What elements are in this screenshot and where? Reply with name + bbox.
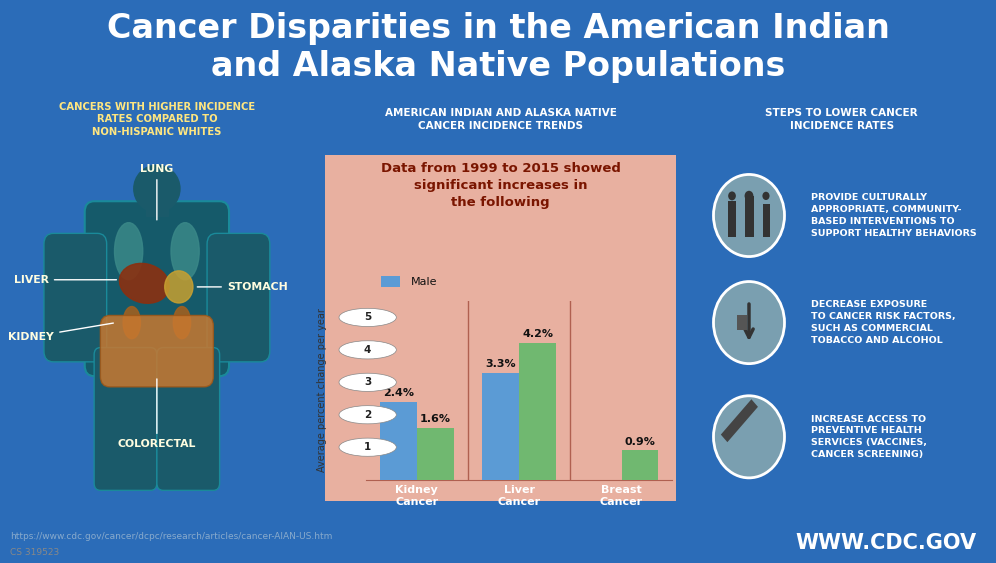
Ellipse shape	[134, 166, 179, 212]
Bar	[380, 276, 399, 287]
Text: 4: 4	[364, 345, 372, 355]
Text: WWW.CDC.GOV: WWW.CDC.GOV	[795, 533, 976, 553]
Ellipse shape	[762, 192, 770, 200]
Text: PROVIDE CULTURALLY
APPROPRIATE, COMMUNITY-
BASED INTERVENTIONS TO
SUPPORT HEALTH: PROVIDE CULTURALLY APPROPRIATE, COMMUNIT…	[811, 193, 976, 238]
Text: CS 319523: CS 319523	[10, 548, 59, 557]
Ellipse shape	[120, 263, 169, 303]
Text: STEPS TO LOWER CANCER
INCIDENCE RATES: STEPS TO LOWER CANCER INCIDENCE RATES	[765, 108, 918, 131]
Ellipse shape	[115, 222, 142, 280]
Bar	[728, 201, 736, 237]
Text: 3.3%: 3.3%	[485, 359, 516, 369]
FancyBboxPatch shape	[44, 233, 107, 362]
Circle shape	[339, 406, 396, 424]
Ellipse shape	[124, 306, 140, 339]
Y-axis label: Average percent change per year: Average percent change per year	[317, 309, 327, 472]
Text: 1.6%: 1.6%	[419, 414, 451, 424]
Ellipse shape	[745, 191, 753, 201]
Bar	[763, 204, 770, 237]
Ellipse shape	[728, 191, 736, 200]
Text: 2: 2	[365, 410, 372, 420]
Text: LIVER: LIVER	[14, 275, 117, 285]
Text: AMERICAN INDIAN AND ALASKA NATIVE
CANCER INCIDENCE TRENDS: AMERICAN INDIAN AND ALASKA NATIVE CANCER…	[384, 108, 617, 131]
Bar	[519, 343, 556, 480]
Text: 2.4%: 2.4%	[382, 388, 414, 398]
FancyBboxPatch shape	[207, 233, 270, 362]
Bar	[416, 428, 453, 480]
Bar	[380, 301, 399, 312]
Bar	[482, 373, 519, 480]
Bar	[737, 315, 747, 330]
Bar	[622, 450, 658, 480]
FancyBboxPatch shape	[85, 201, 229, 376]
Circle shape	[339, 309, 396, 327]
Text: COLORECTAL: COLORECTAL	[118, 379, 196, 449]
Circle shape	[339, 373, 396, 391]
Text: INCREASE ACCESS TO
PREVENTIVE HEALTH
SERVICES (VACCINES,
CANCER SCREENING): INCREASE ACCESS TO PREVENTIVE HEALTH SER…	[811, 414, 926, 459]
Bar	[145, 198, 168, 216]
Text: Male: Male	[410, 276, 437, 287]
Text: 4.2%: 4.2%	[522, 329, 553, 339]
Text: 3: 3	[365, 377, 372, 387]
Bar	[745, 196, 754, 237]
Circle shape	[713, 282, 785, 364]
FancyBboxPatch shape	[325, 155, 676, 501]
Text: Cancer Disparities in the American Indian
and Alaska Native Populations: Cancer Disparities in the American India…	[107, 12, 889, 83]
Ellipse shape	[173, 306, 190, 339]
Circle shape	[713, 396, 785, 478]
Circle shape	[339, 438, 396, 456]
Text: 0.9%: 0.9%	[624, 436, 655, 446]
FancyBboxPatch shape	[101, 315, 213, 387]
Text: STOMACH: STOMACH	[197, 282, 288, 292]
Bar	[379, 402, 416, 480]
FancyBboxPatch shape	[157, 347, 219, 490]
FancyBboxPatch shape	[94, 347, 157, 490]
Text: Data from 1999 to 2015 showed
significant increases in
the following: Data from 1999 to 2015 showed significan…	[380, 162, 621, 209]
Text: KIDNEY: KIDNEY	[9, 323, 114, 342]
Text: CANCERS WITH HIGHER INCIDENCE
RATES COMPARED TO
NON-HISPANIC WHITES: CANCERS WITH HIGHER INCIDENCE RATES COMP…	[59, 101, 255, 137]
Text: Female: Female	[410, 302, 451, 311]
Text: DECREASE EXPOSURE
TO CANCER RISK FACTORS,
SUCH AS COMMERCIAL
TOBACCO AND ALCOHOL: DECREASE EXPOSURE TO CANCER RISK FACTORS…	[811, 301, 955, 345]
Ellipse shape	[164, 271, 193, 303]
Circle shape	[339, 341, 396, 359]
Circle shape	[713, 175, 785, 257]
Text: LUNG: LUNG	[140, 164, 173, 220]
Bar	[721, 399, 758, 442]
Text: https://www.cdc.gov/cancer/dcpc/research/articles/cancer-AIAN-US.htm: https://www.cdc.gov/cancer/dcpc/research…	[10, 532, 333, 541]
Ellipse shape	[171, 222, 199, 280]
Text: 5: 5	[365, 312, 372, 323]
Text: 1: 1	[365, 442, 372, 452]
